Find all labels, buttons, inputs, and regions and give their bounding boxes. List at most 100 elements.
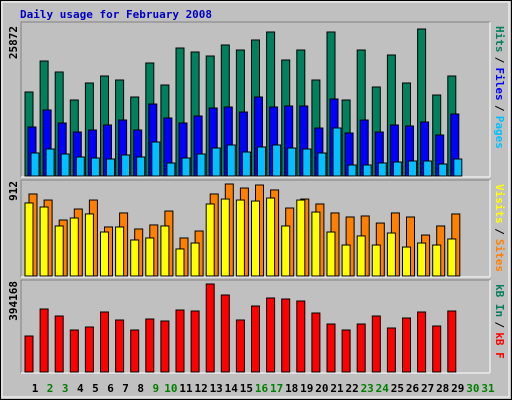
bar: [302, 148, 312, 177]
x-tick-label: 23: [361, 382, 374, 395]
bar: [447, 238, 457, 277]
x-tick-label: 31: [481, 382, 495, 395]
bar: [326, 323, 336, 373]
bar: [90, 157, 100, 177]
x-tick-label: 22: [345, 382, 358, 395]
x-tick-label: 6: [107, 382, 114, 395]
bar: [453, 158, 463, 177]
x-tick-label: 20: [315, 382, 328, 395]
bar: [311, 312, 321, 373]
bar: [423, 160, 433, 177]
x-tick-label: 12: [194, 382, 207, 395]
bar: [281, 298, 291, 373]
bar: [211, 147, 221, 177]
bar: [447, 310, 457, 373]
bar: [69, 329, 79, 373]
bar: [115, 319, 125, 373]
x-tick-label: 14: [225, 382, 239, 395]
bar: [75, 156, 85, 177]
bar: [326, 231, 336, 277]
y-tick-label: 912: [7, 181, 20, 201]
bar: [386, 232, 396, 277]
bar: [266, 297, 276, 373]
bar: [190, 242, 200, 277]
bar: [160, 225, 170, 277]
legend-label: Files: [493, 68, 506, 101]
bar: [100, 231, 109, 277]
x-tick-label: 9: [152, 382, 159, 395]
bar: [84, 326, 94, 373]
bar: [60, 153, 70, 177]
bar: [251, 200, 260, 277]
x-tick-label: 25: [391, 382, 404, 395]
legend-separator: /: [493, 57, 506, 64]
bar: [332, 127, 342, 177]
bar: [257, 146, 266, 177]
x-tick-label: 3: [62, 382, 69, 395]
bar: [130, 329, 140, 373]
legend-label: Visits: [493, 184, 506, 224]
bar: [408, 160, 417, 177]
bar: [160, 320, 170, 373]
x-tick-label: 26: [406, 382, 420, 395]
x-tick-label: 4: [77, 382, 84, 395]
y-tick-label: 25872: [7, 26, 20, 59]
x-tick-label: 5: [92, 382, 99, 395]
bar: [166, 162, 176, 177]
bar: [371, 244, 381, 277]
bar: [196, 153, 206, 177]
bar: [296, 300, 306, 373]
bar: [296, 199, 306, 277]
bar: [130, 239, 140, 277]
bar: [241, 151, 251, 177]
bar: [417, 311, 427, 373]
bar: [84, 213, 94, 277]
bar: [438, 163, 448, 177]
chart-title: Daily usage for February 2008: [20, 8, 212, 21]
bar: [136, 156, 146, 177]
x-tick-label: 7: [122, 382, 129, 395]
bar: [386, 327, 396, 373]
x-tick-label: 18: [285, 382, 298, 395]
x-tick-label: 29: [451, 382, 464, 395]
bar: [30, 152, 40, 177]
bar: [272, 144, 282, 177]
bar: [220, 294, 230, 373]
bar: [402, 246, 411, 277]
bar: [311, 211, 321, 277]
bar: [106, 158, 115, 177]
legend-label: kB In: [493, 284, 506, 317]
x-tick-label: 17: [270, 382, 283, 395]
bar: [341, 329, 351, 373]
bar: [402, 317, 411, 373]
x-tick-label: 8: [137, 382, 144, 395]
bar: [151, 141, 161, 177]
bar: [181, 157, 191, 177]
bar: [266, 197, 276, 277]
legend-separator: /: [493, 322, 506, 329]
bar: [356, 235, 366, 277]
x-tick-label: 28: [436, 382, 449, 395]
bar: [175, 309, 185, 373]
bar: [39, 308, 49, 373]
bar: [417, 242, 427, 277]
bar: [317, 152, 327, 177]
bar: [69, 217, 79, 277]
bar: [205, 203, 215, 277]
bar: [377, 162, 387, 177]
bar: [432, 244, 442, 277]
legend-separator: /: [493, 105, 506, 112]
bar: [356, 323, 366, 373]
legend-separator: /: [493, 228, 506, 235]
x-tick-label: 24: [376, 382, 390, 395]
bar: [190, 310, 200, 373]
bar: [100, 311, 109, 373]
bar: [287, 147, 297, 177]
legend-label: kB F: [493, 332, 506, 359]
x-tick-label: 19: [300, 382, 313, 395]
bar: [392, 161, 402, 177]
bar: [115, 226, 125, 277]
bar: [341, 244, 351, 277]
